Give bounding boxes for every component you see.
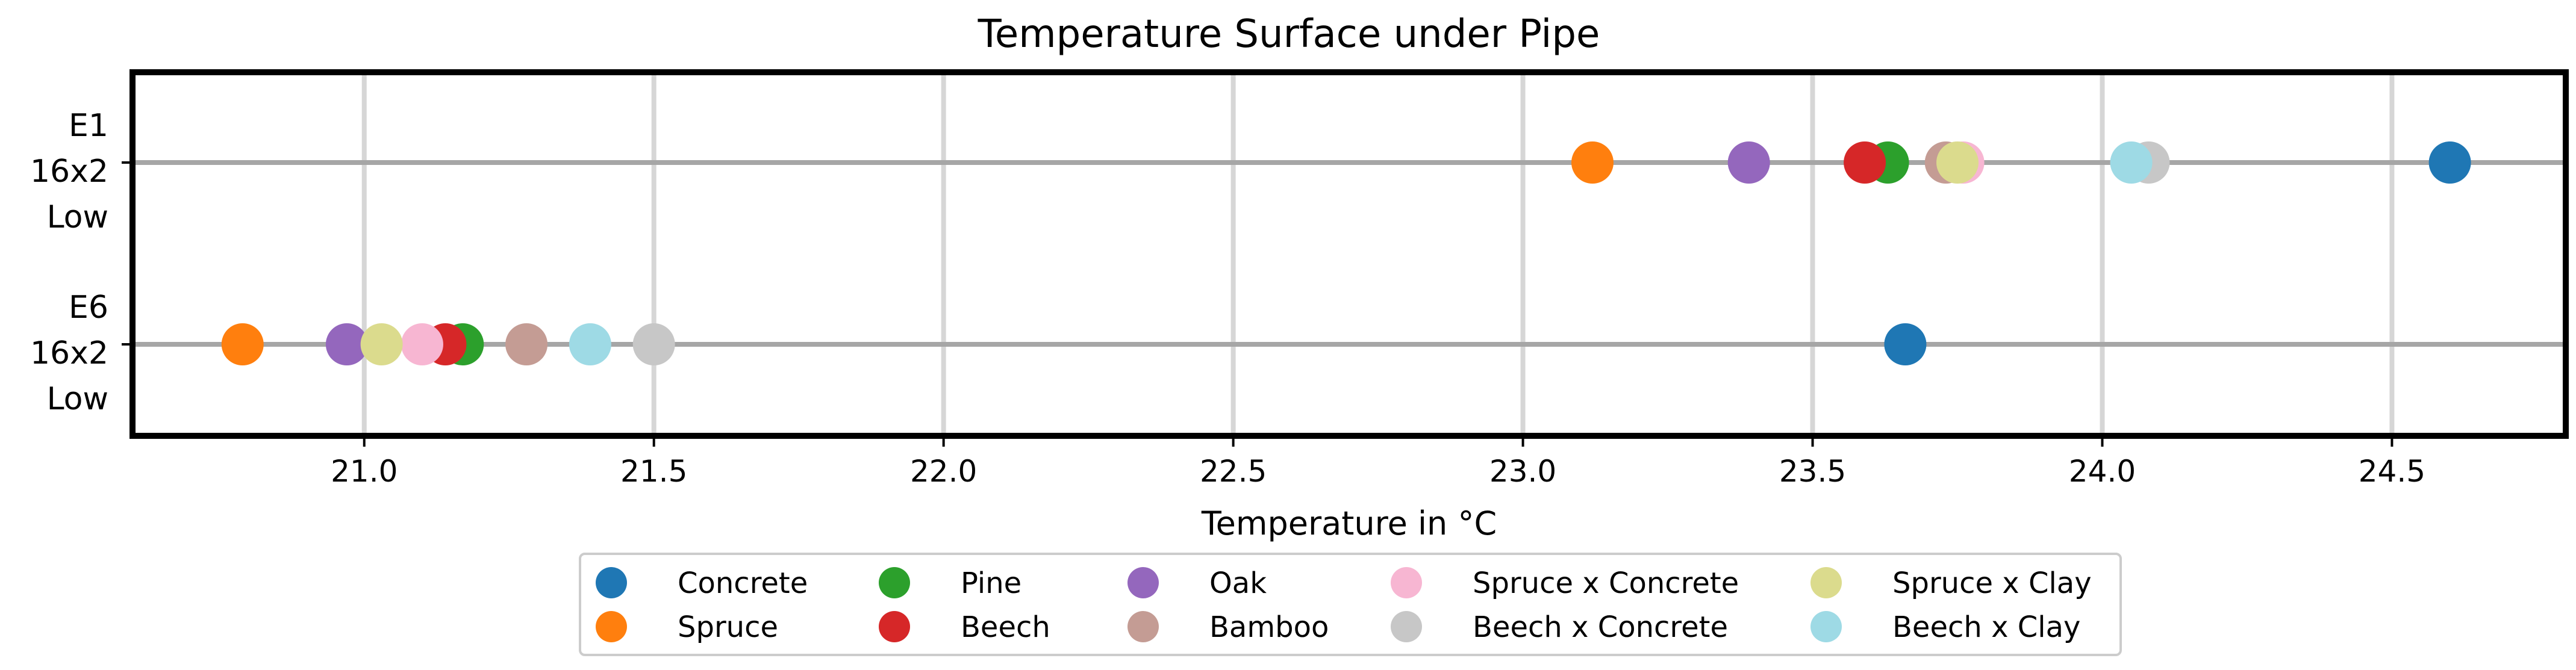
legend-marker (596, 567, 627, 598)
point-concrete-e6 (1884, 323, 1927, 365)
y-tick-label: Low (47, 199, 108, 235)
point-oak-e6 (325, 323, 368, 365)
legend-label: Beech x Concrete (1473, 610, 1728, 644)
point-concrete-e1 (2428, 141, 2471, 184)
legend-label: Spruce x Clay (1892, 566, 2092, 600)
y-tick-label: 16x2 (30, 154, 108, 190)
legend-label: Beech (961, 610, 1050, 644)
point-spruce-x-concrete-e6 (401, 323, 443, 365)
legend-label: Spruce (678, 610, 778, 644)
point-spruce-x-clay-e1 (1936, 141, 1979, 184)
point-beech-x-clay-e6 (569, 323, 611, 365)
legend-marker (1810, 611, 1842, 642)
point-beech-e1 (1844, 141, 1886, 184)
legend-label: Bamboo (1209, 610, 1329, 644)
point-oak-e1 (1727, 141, 1770, 184)
x-tick-label: 23.0 (1489, 454, 1556, 489)
x-axis-ticks: 21.0 21.5 22.0 22.5 23.0 23.5 24.0 24.5 (331, 436, 2425, 489)
legend-label: Pine (961, 566, 1021, 600)
legend-marker (1127, 611, 1159, 642)
point-bamboo-e6 (505, 323, 548, 365)
y-axis-ticks: E1 16x2 Low E6 16x2 Low (30, 108, 133, 417)
legend-marker (879, 567, 910, 598)
legend-marker (1810, 567, 1842, 598)
y-tick-label: 16x2 (30, 335, 108, 371)
point-beech-x-concrete-e6 (632, 323, 675, 365)
plot-frame (129, 69, 2569, 439)
legend-marker (879, 611, 910, 642)
x-tick-label: 21.0 (331, 454, 398, 489)
legend-label: Spruce x Concrete (1473, 566, 1739, 600)
y-tick-label: E1 (69, 108, 108, 144)
y-tick-label: Low (47, 381, 108, 417)
legend-marker (596, 611, 627, 642)
point-beech-x-clay-e1 (2110, 141, 2153, 184)
x-tick-label: 22.5 (1200, 454, 1267, 489)
legend-label: Oak (1209, 566, 1267, 600)
legend-label: Concrete (678, 566, 808, 600)
category-lines (133, 160, 2566, 347)
point-spruce-x-clay-e6 (360, 323, 403, 365)
legend-label: Beech x Clay (1892, 610, 2080, 644)
x-tick-label: 21.5 (620, 454, 687, 489)
legend-marker (1391, 567, 1422, 598)
x-tick-label: 24.5 (2359, 454, 2425, 489)
y-tick-label: E6 (69, 290, 108, 326)
chart-title: Temperature Surface under Pipe (978, 12, 1600, 57)
data-points (221, 141, 2471, 365)
legend: Concrete Spruce Pine Beech Oak Bamboo Spruce x… (579, 553, 2122, 656)
point-spruce-e6 (221, 323, 264, 365)
legend-marker (1127, 567, 1159, 598)
x-tick-label: 24.0 (2069, 454, 2136, 489)
legend-marker (1391, 611, 1422, 642)
legend-frame (579, 553, 2122, 656)
x-gridlines (361, 72, 2395, 436)
x-axis-label: Temperature in °C (1201, 504, 1497, 542)
x-tick-label: 22.0 (910, 454, 977, 489)
point-spruce-e1 (1571, 141, 1614, 184)
x-tick-label: 23.5 (1779, 454, 1846, 489)
